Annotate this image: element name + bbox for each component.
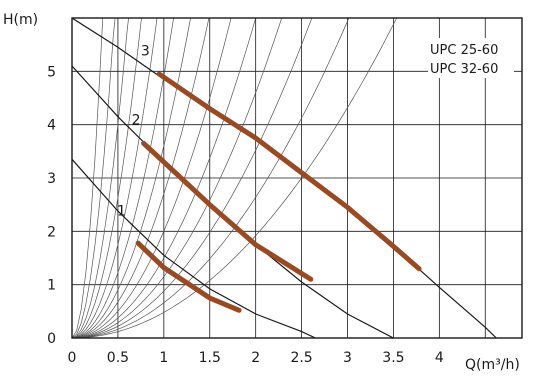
legend-box (428, 38, 514, 78)
system-curve (72, 18, 283, 338)
x-tick-label: 3 (343, 350, 352, 366)
system-curve (72, 18, 350, 338)
system-curve (72, 18, 232, 338)
plot-border (71, 17, 523, 339)
system-curve (72, 18, 104, 338)
x-tick-label: 2 (251, 350, 260, 366)
x-tick-label: 2.5 (290, 350, 312, 366)
curve-labels: 1 2 3 (117, 43, 150, 219)
curve-label-1: 1 (117, 203, 126, 219)
x-axis-label: Q(m³/h) (465, 357, 520, 373)
y-tick-label: 0 (47, 331, 56, 347)
x-tick-label: 0 (68, 350, 77, 366)
model-label-1: UPC 25-60 (430, 43, 498, 58)
operating-band-3 (156, 71, 422, 272)
y-axis-label: H(m) (3, 12, 38, 28)
operating-band-1 (135, 240, 242, 313)
y-tick-label: 5 (47, 64, 56, 80)
x-tick-labels: 0 0.5 1 1.5 2 2.5 3 3.5 4 (68, 350, 444, 366)
curve-label-3: 3 (141, 43, 150, 59)
system-curve (72, 18, 398, 338)
y-tick-labels: 0 1 2 3 4 5 (47, 64, 56, 347)
y-tick-label: 3 (47, 171, 56, 187)
x-tick-label: 0.5 (107, 350, 129, 366)
curve-label-2: 2 (132, 113, 141, 129)
system-curve (72, 18, 142, 338)
operating-bands (135, 71, 422, 313)
system-curve (72, 18, 158, 338)
system-curve (72, 18, 191, 338)
x-tick-label: 1 (159, 350, 168, 366)
system-curve (72, 18, 210, 338)
plot-frame (71, 17, 523, 339)
x-tick-label: 1.5 (199, 350, 221, 366)
y-tick-label: 4 (47, 118, 56, 134)
system-curve (72, 18, 116, 338)
x-tick-label: 4 (435, 350, 444, 366)
pump-curve-1 (72, 158, 316, 338)
pump-curve-2 (72, 65, 394, 338)
x-tick-label: 3.5 (382, 350, 404, 366)
system-curve (72, 18, 313, 338)
y-tick-label: 1 (47, 278, 56, 294)
model-label-2: UPC 32-60 (430, 62, 498, 77)
system-curve (72, 18, 129, 338)
system-curves (72, 18, 398, 338)
operating-band-2 (141, 140, 314, 282)
system-curve (72, 18, 257, 338)
y-tick-label: 2 (47, 224, 56, 240)
